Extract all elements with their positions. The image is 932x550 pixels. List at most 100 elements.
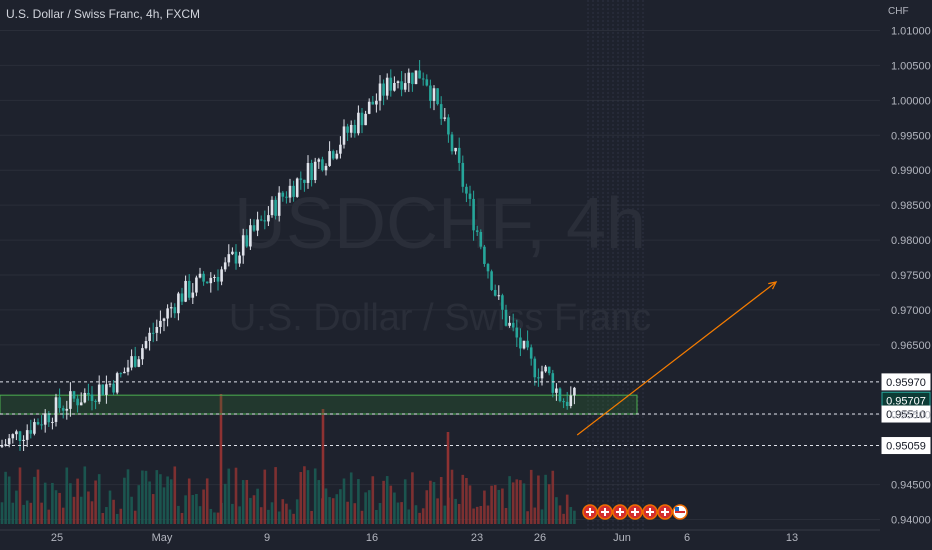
volume-bar	[58, 492, 61, 524]
time-tick-label: 9	[264, 532, 270, 544]
candle-body	[389, 77, 393, 91]
volume-bar	[519, 480, 522, 524]
volume-bar	[331, 498, 335, 524]
volume-bar	[256, 488, 259, 524]
candle-body	[310, 163, 313, 180]
volume-bar	[551, 470, 555, 524]
ch-flag-icon[interactable]	[657, 504, 673, 520]
ch-flag-icon[interactable]	[612, 504, 628, 520]
candle-body	[497, 295, 501, 297]
volume-bar	[187, 478, 191, 524]
volume-bar	[515, 479, 519, 524]
price-tag-box	[881, 437, 931, 455]
candle-body	[61, 408, 65, 411]
volume-bar	[483, 490, 486, 524]
volume-bar	[371, 476, 375, 524]
symbol-header[interactable]: U.S. Dollar / Swiss Franc, 4h, FXCM	[6, 7, 201, 21]
volume-bar	[479, 506, 483, 524]
candle-body	[213, 276, 216, 278]
volume-spike	[219, 394, 223, 524]
ch-flag-icon-cross-h	[601, 511, 609, 513]
ch-flag-icon[interactable]	[627, 504, 643, 520]
candle-body	[403, 83, 407, 90]
volume-bar	[180, 512, 184, 524]
volume-bar	[299, 472, 303, 524]
candle-body	[180, 293, 184, 302]
ch-flag-icon[interactable]	[597, 504, 613, 520]
ch-flag-icon[interactable]	[582, 504, 598, 520]
candle-body	[133, 356, 137, 367]
volume-bar	[47, 509, 51, 524]
volume-bar	[403, 479, 407, 524]
volume-bar	[51, 482, 54, 524]
volume-bar	[504, 508, 508, 524]
volume-bar	[126, 469, 130, 524]
candle-body	[0, 445, 4, 447]
candle-body	[195, 277, 198, 293]
candle-body	[511, 322, 515, 328]
volume-bar	[396, 502, 400, 524]
volume-bar	[544, 474, 547, 524]
volume-bar	[317, 480, 321, 524]
watermark-symbol: USDCHF, 4h	[234, 184, 646, 264]
volume-bar	[151, 494, 155, 524]
candle-body	[177, 293, 180, 314]
volume-bar	[277, 511, 281, 524]
price-axis: 1.01000 1.00500 1.00000 0.99500 0.99000 0.985…	[891, 25, 931, 526]
volume-bar	[382, 480, 385, 524]
candle-body	[421, 78, 425, 80]
volume-bar	[216, 512, 220, 524]
candle-body	[414, 70, 418, 85]
volume-bar	[461, 474, 465, 524]
volume-bar	[69, 483, 72, 524]
volume-bar	[223, 483, 227, 524]
candle-body	[270, 199, 274, 216]
ch-flag-icon-cross-h	[616, 511, 624, 513]
volume-bar	[472, 508, 475, 524]
candle-body	[295, 178, 299, 197]
candle-body	[400, 81, 403, 90]
volume-bar	[292, 513, 295, 524]
currency-unit: CHF	[888, 6, 909, 17]
candle-body	[47, 413, 51, 423]
volume-bar	[285, 503, 288, 524]
candle-body	[490, 271, 493, 290]
time-tick-label: Jun	[613, 532, 631, 544]
candle-body	[533, 358, 537, 378]
volume-bar	[11, 502, 15, 524]
us-flag-icon[interactable]	[672, 504, 688, 520]
volume-bar	[425, 490, 429, 524]
candle-body	[234, 251, 238, 264]
volume-bar	[529, 469, 533, 524]
us-flag-icon-stripe	[675, 511, 685, 513]
volume-bar	[33, 476, 36, 524]
price-tick-label: 0.94500	[891, 480, 931, 492]
volume-bar	[65, 467, 69, 524]
candle-body	[378, 83, 382, 101]
volume-bar	[137, 485, 141, 524]
candle-body	[411, 72, 414, 85]
volume-bar	[97, 474, 101, 524]
candle-body	[299, 178, 303, 180]
us-flag-icon-canton	[675, 507, 679, 511]
volume-bar	[249, 497, 252, 524]
price-tick-label: 1.00000	[891, 95, 931, 107]
volume-bar	[490, 485, 493, 524]
candle-body	[191, 292, 195, 298]
volume-bar	[90, 501, 94, 524]
candle-body	[472, 198, 475, 231]
volume-bar	[411, 472, 414, 524]
candle-body	[317, 159, 321, 162]
candle-body	[418, 70, 421, 79]
volume-bar	[432, 482, 436, 524]
ch-flag-icon[interactable]	[642, 504, 658, 520]
time-tick-label: 6	[684, 532, 690, 544]
time-tick-label: 26	[534, 532, 546, 544]
price-tag-label: 0.95059	[886, 441, 926, 453]
candle-body	[540, 371, 544, 379]
volume-bar	[267, 509, 270, 524]
price-tick-label: 0.98000	[891, 235, 931, 247]
candle-body	[364, 113, 367, 126]
